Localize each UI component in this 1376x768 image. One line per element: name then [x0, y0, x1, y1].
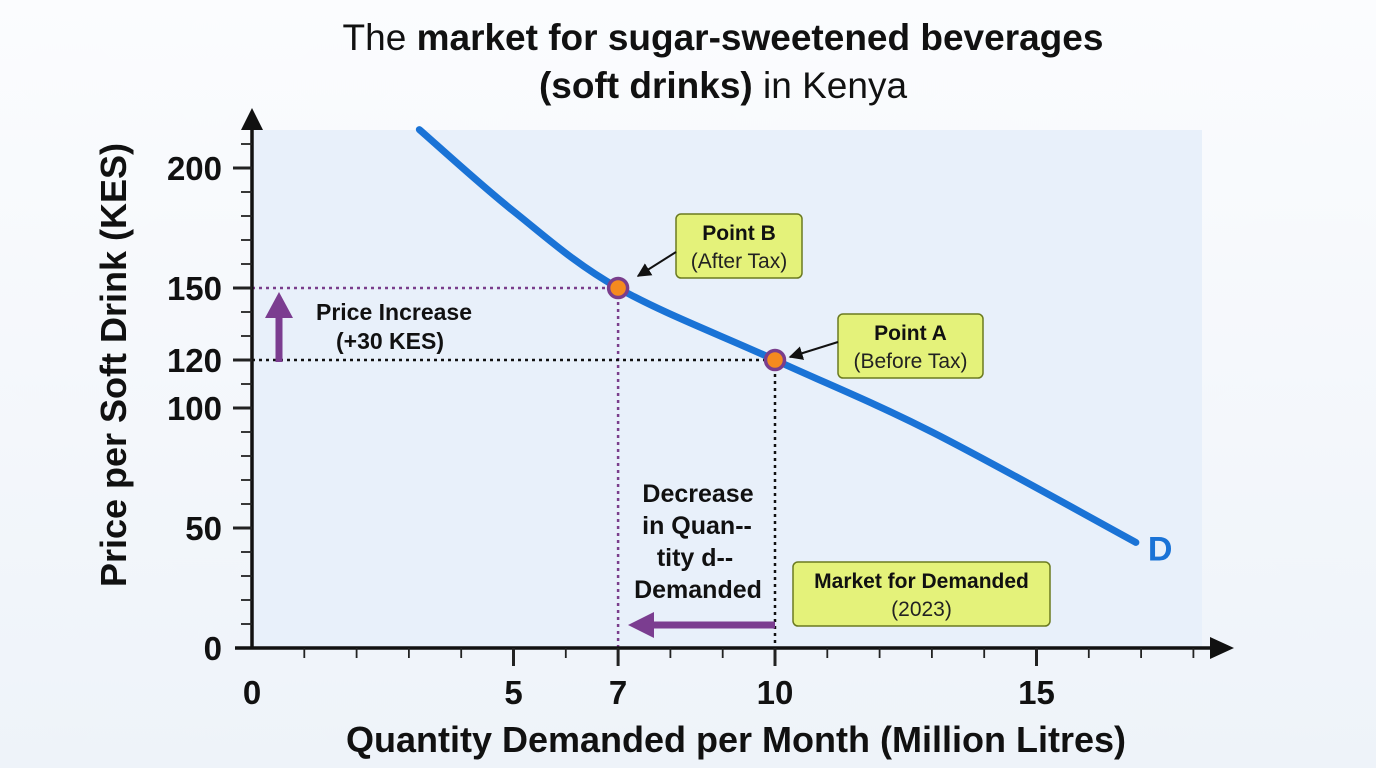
- data-point: [763, 348, 787, 372]
- x-tick-label: 15: [1018, 674, 1055, 711]
- x-tick-label: 10: [757, 674, 794, 711]
- series-label-D: D: [1148, 530, 1173, 568]
- y-tick-label: 50: [185, 510, 222, 547]
- y-tick-label: 120: [167, 342, 222, 379]
- y-axis-title: Price per Soft Drink (KES): [93, 143, 134, 587]
- title-line-2: (soft drinks) in Kenya: [0, 62, 1376, 110]
- quantity-decrease-label: in Quan--: [642, 512, 752, 540]
- quantity-decrease-arrow-head: [628, 612, 654, 638]
- data-point: [606, 276, 630, 300]
- chart-title: The market for sugar-sweetened beverages…: [0, 14, 1376, 110]
- point-b-callout-box: [675, 213, 803, 279]
- point-a-callout-subtitle: (Before Tax): [854, 350, 968, 373]
- title-part-bold: market for sugar-sweetened beverages: [416, 17, 1104, 58]
- title-part-bold: (soft drinks): [538, 65, 753, 106]
- quantity-decrease-label: tity d--: [657, 544, 733, 572]
- y-tick-label: 0: [204, 630, 222, 667]
- market-callout-subtitle: (2023): [891, 598, 952, 621]
- guide-lines: [252, 286, 777, 648]
- price-increase-label: Price Increase: [316, 299, 472, 325]
- quantity-decrease-label: Decrease: [642, 480, 753, 508]
- quantity-decrease-label: Demanded: [634, 576, 762, 604]
- series-line-D: [415, 126, 1140, 546]
- price-increase-value: (+30 KES): [336, 328, 444, 354]
- point-b-callout-title: Point B: [702, 222, 776, 245]
- x-axis-title: Quantity Demanded per Month (Million Lit…: [346, 719, 1126, 760]
- title-line-1: The market for sugar-sweetened beverages: [0, 14, 1376, 62]
- x-axis-arrowhead: [1210, 637, 1234, 659]
- x-tick-label: 0: [243, 674, 261, 711]
- x-tick-label: 5: [504, 674, 522, 711]
- market-callout-box: [792, 561, 1051, 627]
- point-b-callout-subtitle: (After Tax): [691, 250, 787, 273]
- point-a-pointer: [788, 341, 839, 360]
- market-callout-title: Market for Demanded: [814, 570, 1029, 593]
- tick-marks: [233, 143, 1195, 666]
- x-tick-label: 7: [609, 674, 627, 711]
- title-part: The: [342, 17, 417, 58]
- demand-curve: D: [415, 126, 1173, 568]
- annotations: Price Increase (+30 KES) Decrease in Quan--…: [265, 213, 1051, 638]
- price-increase-arrow-head: [265, 292, 293, 318]
- point-a-callout-box: [837, 313, 984, 379]
- title-part: in Kenya: [752, 65, 908, 106]
- tick-labels: 0 50 100 120 150 200 0 5 7 10 15 Quantity Demanded …: [93, 143, 1126, 760]
- point-b-pointer: [636, 251, 677, 277]
- y-axis-arrowhead: [241, 108, 263, 130]
- points: [606, 276, 787, 372]
- point-a-callout-title: Point A: [874, 322, 947, 345]
- y-tick-label: 100: [167, 390, 222, 427]
- y-tick-label: 150: [167, 270, 222, 307]
- y-tick-label: 200: [167, 150, 222, 187]
